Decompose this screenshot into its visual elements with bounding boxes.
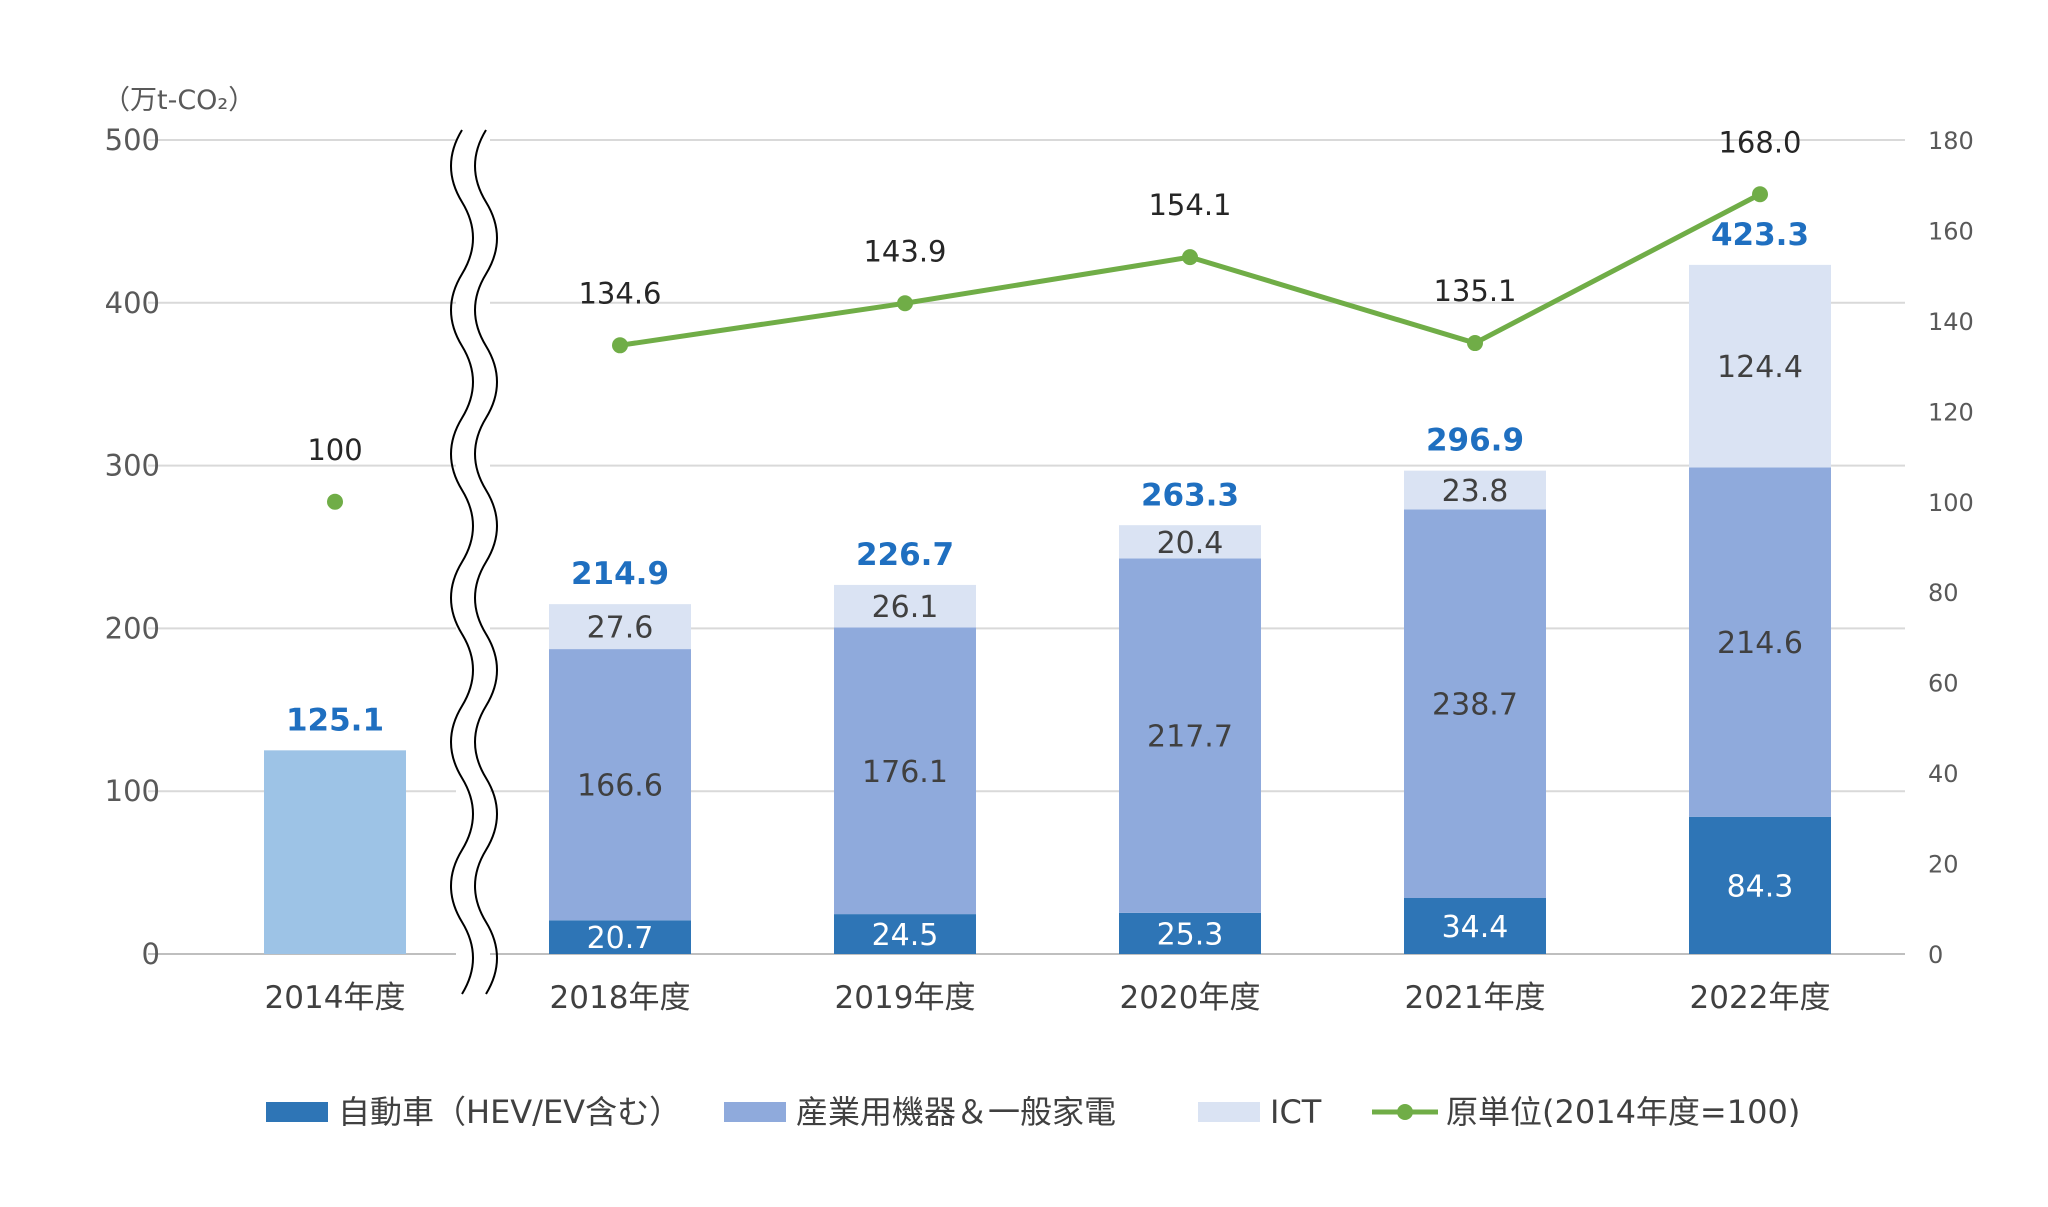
line-value-label: 135.1 xyxy=(1433,274,1516,308)
legend-line-marker xyxy=(1397,1104,1413,1120)
bar-segment xyxy=(1404,897,1546,954)
y2-tick-label: 80 xyxy=(1928,579,1959,607)
segment-value-label: 166.6 xyxy=(577,769,663,804)
gridlines xyxy=(148,139,1905,955)
y2-tick-label: 120 xyxy=(1928,398,1974,426)
total-value-label: 226.7 xyxy=(856,537,954,573)
y2-tick-label: 180 xyxy=(1928,127,1974,155)
line-value-label: 154.1 xyxy=(1148,188,1231,222)
axis-break-mark xyxy=(450,128,498,995)
line-value-label: 168.0 xyxy=(1718,125,1801,159)
bar-segment xyxy=(549,920,691,954)
y-axis-unit-label: （万t-CO₂） xyxy=(103,85,255,116)
legend-label: ICT xyxy=(1270,1093,1322,1131)
bar-segment xyxy=(549,649,691,921)
line-value-label: 134.6 xyxy=(578,276,661,310)
category-label: 2020年度 xyxy=(1120,980,1261,1016)
line-point xyxy=(897,295,913,312)
segment-value-label: 34.4 xyxy=(1442,910,1509,945)
bar-segment xyxy=(1689,816,1831,954)
y2-tick-label: 60 xyxy=(1928,670,1959,698)
segment-value-label: 20.7 xyxy=(587,921,654,956)
total-value-label: 423.3 xyxy=(1711,217,1809,253)
y-tick-label: 300 xyxy=(105,449,160,483)
line-point xyxy=(1752,186,1768,203)
legend-swatch xyxy=(724,1102,786,1122)
bar-segment xyxy=(1404,509,1546,898)
legend-label: 産業用機器＆一般家電 xyxy=(796,1093,1116,1131)
line-point xyxy=(1182,249,1198,266)
total-value-label: 263.3 xyxy=(1141,477,1239,513)
line-point xyxy=(1467,335,1483,352)
category-label: 2019年度 xyxy=(835,980,976,1016)
bar-segment xyxy=(1404,470,1546,510)
total-value-label: 214.9 xyxy=(571,556,669,592)
y-tick-label: 400 xyxy=(105,286,160,320)
y-tick-label: 100 xyxy=(105,774,160,808)
y2-tick-label: 100 xyxy=(1928,489,1974,517)
bar-segment xyxy=(1119,558,1261,913)
bar-segment xyxy=(1689,264,1831,468)
segment-value-label: 27.6 xyxy=(587,611,654,646)
total-value-label: 125.1 xyxy=(286,702,384,738)
y2-tick-label: 20 xyxy=(1928,851,1959,879)
intensity-line xyxy=(327,186,1768,510)
left-y-axis: 0 100 200 300 400 500 xyxy=(105,123,160,971)
segment-value-label: 20.4 xyxy=(1157,526,1224,561)
category-axis: 2014年度 2018年度 2019年度 2020年度 2021年度 2022年度 xyxy=(265,980,1831,1016)
bar-segment xyxy=(1689,467,1831,817)
bar xyxy=(264,750,406,954)
bar-segment xyxy=(1119,912,1261,954)
category-label: 2018年度 xyxy=(550,980,691,1016)
legend-label: 自動車（HEV/EV含む） xyxy=(338,1093,681,1131)
bar-segment xyxy=(1119,525,1261,559)
legend-swatch xyxy=(266,1102,328,1122)
y-tick-label: 200 xyxy=(105,611,160,645)
segment-value-label: 84.3 xyxy=(1727,869,1794,904)
y2-tick-label: 40 xyxy=(1928,760,1959,788)
axis-break-gap xyxy=(456,128,490,990)
segment-value-label: 23.8 xyxy=(1442,474,1509,509)
segment-value-label: 176.1 xyxy=(862,755,948,790)
y2-tick-label: 0 xyxy=(1928,941,1943,969)
right-y-axis: 0 20 40 60 80 100 120 140 160 180 xyxy=(1928,127,1974,969)
axis-break-line xyxy=(474,129,498,995)
legend-label: 原単位(2014年度=100) xyxy=(1446,1093,1800,1131)
segment-value-label: 25.3 xyxy=(1157,917,1224,952)
axis-break-line xyxy=(450,129,474,995)
bar-segment xyxy=(834,914,976,954)
y-tick-label: 500 xyxy=(105,123,160,157)
line-value-label: 100 xyxy=(307,433,362,467)
bars xyxy=(264,264,1831,954)
y2-tick-label: 160 xyxy=(1928,217,1974,245)
bar-segment xyxy=(834,627,976,915)
line-point xyxy=(612,337,628,354)
segment-value-label: 26.1 xyxy=(872,590,939,625)
legend-swatch xyxy=(1198,1102,1260,1122)
category-label: 2021年度 xyxy=(1405,980,1546,1016)
bar-segment xyxy=(834,584,976,628)
segment-value-label: 214.6 xyxy=(1717,626,1803,661)
category-label: 2014年度 xyxy=(265,980,406,1016)
total-value-label: 296.9 xyxy=(1426,423,1524,459)
segment-value-label: 217.7 xyxy=(1147,720,1233,755)
bar-segment xyxy=(549,604,691,650)
line-point xyxy=(327,493,343,510)
segment-value-label: 24.5 xyxy=(872,918,939,953)
y-tick-label: 0 xyxy=(142,937,160,971)
line-value-label: 143.9 xyxy=(863,234,946,268)
category-label: 2022年度 xyxy=(1690,980,1831,1016)
data-labels: 20.7 166.6 27.6 24.5 176.1 26.1 25.3 217.7 20.4 3… xyxy=(286,125,1809,956)
segment-value-label: 124.4 xyxy=(1717,350,1803,385)
legend: 自動車（HEV/EV含む） 産業用機器＆一般家電 ICT 原単位(2014年度=100… xyxy=(266,1093,1800,1131)
y2-tick-label: 140 xyxy=(1928,308,1974,336)
segment-value-label: 238.7 xyxy=(1432,688,1518,723)
